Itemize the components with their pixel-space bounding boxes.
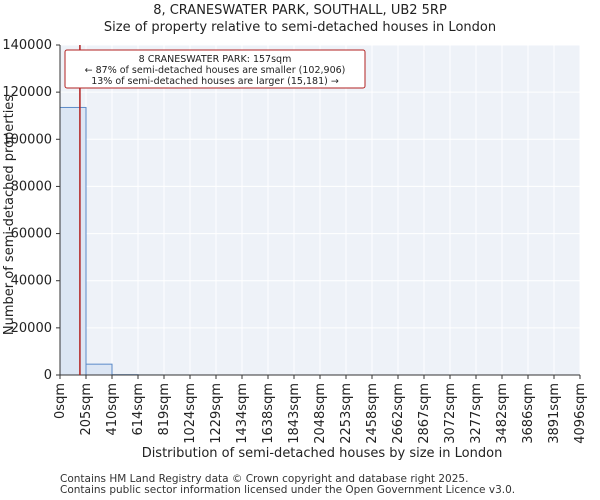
x-tick-label: 1434sqm — [235, 383, 250, 444]
x-tick-label: 0sqm — [53, 383, 68, 419]
y-tick-label: 60000 — [11, 227, 52, 242]
y-tick-label: 100000 — [2, 132, 52, 147]
x-tick-label: 4096sqm — [573, 383, 588, 444]
y-tick-label: 120000 — [2, 85, 52, 100]
y-tick-label: 0 — [44, 368, 52, 383]
x-tick-label: 2662sqm — [391, 383, 406, 444]
x-tick-label: 2048sqm — [313, 383, 328, 444]
x-tick-label: 3277sqm — [469, 383, 484, 444]
bar — [85, 363, 113, 376]
x-tick-label: 2253sqm — [339, 383, 354, 444]
x-tick-label: 3072sqm — [443, 383, 458, 444]
x-tick-label: 3686sqm — [521, 383, 536, 444]
x-tick-label: 1843sqm — [287, 383, 302, 444]
x-tick-label: 1024sqm — [183, 383, 198, 444]
x-axis-label: Distribution of semi-detached houses by … — [142, 446, 503, 461]
x-tick-label: 2867sqm — [417, 383, 432, 444]
x-tick-label: 614sqm — [131, 383, 146, 436]
y-tick-label: 80000 — [11, 179, 52, 194]
x-tick-label: 3482sqm — [495, 383, 510, 444]
y-tick-label: 20000 — [11, 321, 52, 336]
x-tick-label: 410sqm — [105, 383, 120, 436]
footer-licence: Contains public sector information licen… — [60, 484, 516, 496]
x-tick-label: 1229sqm — [209, 383, 224, 444]
x-tick-label: 1638sqm — [261, 383, 276, 444]
y-tick-label: 140000 — [2, 38, 52, 53]
x-tick-label: 3891sqm — [547, 383, 562, 444]
chart-subtitle: Size of property relative to semi-detach… — [103, 20, 497, 35]
x-tick-label: 819sqm — [157, 383, 172, 436]
annotation-text: 13% of semi-detached houses are larger (… — [91, 76, 339, 87]
x-tick-label: 205sqm — [79, 383, 94, 436]
annotation-text: ← 87% of semi-detached houses are smalle… — [85, 65, 346, 76]
chart-title: 8, CRANESWATER PARK, SOUTHALL, UB2 5RP — [153, 3, 447, 18]
y-tick-label: 40000 — [11, 274, 52, 289]
annotation-text: 8 CRANESWATER PARK: 157sqm — [139, 54, 292, 65]
y-axis-label: Number of semi-detached properties — [2, 95, 17, 335]
annotation-box — [64, 49, 366, 89]
footer-copyright: Contains HM Land Registry data © Crown c… — [60, 473, 469, 485]
x-tick-label: 2458sqm — [365, 383, 380, 444]
bar — [59, 106, 87, 376]
